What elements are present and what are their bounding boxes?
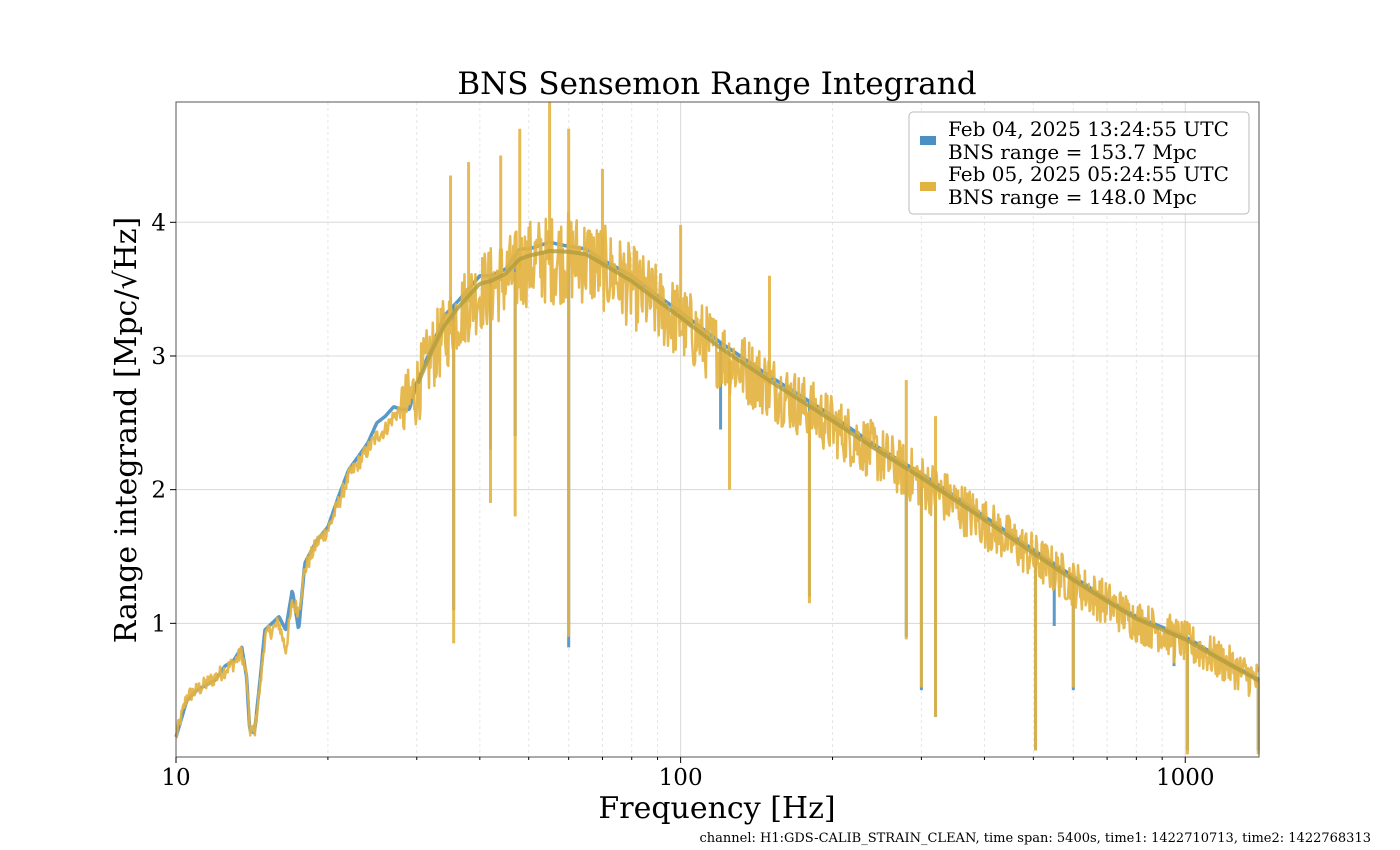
legend-swatch-series-1 bbox=[920, 136, 936, 145]
x-tick-label: 10 bbox=[161, 765, 190, 791]
series-overlap-trend bbox=[416, 248, 1260, 683]
series-2-line bbox=[174, 211, 1260, 739]
x-axis-label: Frequency [Hz] bbox=[598, 791, 835, 826]
y-axis-label: Range integrand [Mpc/√Hz] bbox=[109, 217, 144, 644]
y-tick-label: 3 bbox=[151, 344, 166, 370]
series-layer bbox=[174, 102, 1260, 755]
legend: Feb 04, 2025 13:24:55 UTC BNS range = 15… bbox=[908, 111, 1250, 215]
legend-entry-series-1-range: BNS range = 153.7 Mpc bbox=[948, 140, 1197, 164]
y-tick-label: 2 bbox=[151, 478, 166, 504]
legend-swatch-series-2 bbox=[920, 182, 936, 191]
y-tick-label: 4 bbox=[151, 210, 166, 236]
chart-title: BNS Sensemon Range Integrand bbox=[457, 66, 976, 102]
legend-entry-series-2-date: Feb 05, 2025 05:24:55 UTC bbox=[948, 162, 1229, 186]
legend-entry-series-1-date: Feb 04, 2025 13:24:55 UTC bbox=[948, 117, 1229, 141]
tick-layer: 10 100 1000 1 2 3 4 bbox=[151, 210, 1214, 791]
x-tick-label: 1000 bbox=[1156, 765, 1215, 791]
legend-entry-series-2-range: BNS range = 148.0 Mpc bbox=[948, 185, 1197, 209]
x-tick-label: 100 bbox=[659, 765, 703, 791]
footer-note: channel: H1:GDS-CALIB_STRAIN_CLEAN, time… bbox=[699, 831, 1371, 846]
y-tick-label: 1 bbox=[151, 611, 166, 637]
plot-frame bbox=[175, 101, 1260, 758]
legend-box bbox=[908, 111, 1250, 215]
